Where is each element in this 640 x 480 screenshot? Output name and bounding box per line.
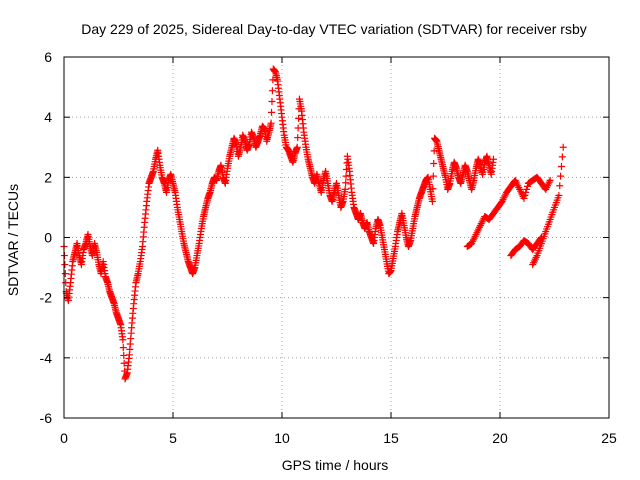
data-point-marker <box>269 76 277 84</box>
y-tick-label: -4 <box>40 350 53 366</box>
data-point-marker <box>267 119 275 127</box>
data-point-marker <box>342 172 350 180</box>
axis-ticks <box>63 56 610 419</box>
y-axis-label: SDTVAR / TECUs <box>5 184 21 296</box>
data-point-marker <box>430 159 438 167</box>
x-tick-label: 0 <box>60 430 68 446</box>
data-point-marker <box>522 188 530 196</box>
data-point-marker <box>555 191 563 199</box>
data-point-marker <box>557 172 565 180</box>
x-tick-label: 15 <box>383 430 399 446</box>
x-tick-label: 10 <box>274 430 290 446</box>
data-series-rsby <box>60 65 567 383</box>
data-point-marker <box>268 108 276 116</box>
x-axis-tick-labels: 0 5 10 15 20 25 <box>60 430 617 446</box>
data-point-marker <box>120 359 128 367</box>
data-point-marker <box>523 182 531 190</box>
data-point-marker <box>119 336 127 344</box>
data-point-marker <box>546 176 554 184</box>
x-tick-label: 25 <box>601 430 617 446</box>
data-point-marker <box>557 163 565 171</box>
data-point-marker <box>61 261 69 269</box>
data-point-marker <box>521 191 529 199</box>
data-point-marker <box>428 197 436 205</box>
x-tick-label: 20 <box>492 430 508 446</box>
data-point-marker <box>430 147 438 155</box>
y-tick-label: -2 <box>40 290 53 306</box>
y-tick-label: -6 <box>40 410 53 426</box>
data-point-marker <box>429 185 437 193</box>
grid-lines <box>64 57 609 418</box>
data-point-marker <box>342 179 350 187</box>
data-point-marker <box>120 351 128 359</box>
data-point-marker <box>294 134 302 142</box>
data-point-marker <box>293 143 301 151</box>
chart-title: Day 229 of 2025, Sidereal Day-to-day VTE… <box>81 21 587 37</box>
data-point-marker <box>341 185 349 193</box>
data-point-marker <box>295 114 303 122</box>
y-axis-tick-labels: -6 -4 -2 0 2 4 6 <box>40 49 53 426</box>
data-point-marker <box>556 182 564 190</box>
data-point-marker <box>523 185 531 193</box>
data-point-marker <box>558 153 566 161</box>
x-tick-label: 5 <box>169 430 177 446</box>
data-point-marker <box>429 172 437 180</box>
y-tick-label: 4 <box>44 109 52 125</box>
data-point-marker <box>559 143 567 151</box>
y-tick-label: 0 <box>44 230 52 246</box>
y-tick-label: 6 <box>44 49 52 65</box>
data-point-marker <box>520 194 528 202</box>
y-tick-label: 2 <box>44 169 52 185</box>
x-axis-label: GPS time / hours <box>282 457 389 473</box>
data-point-marker <box>268 98 276 106</box>
data-point-marker <box>61 270 69 278</box>
data-point-marker <box>489 155 497 163</box>
data-point-marker <box>268 87 276 95</box>
data-point-marker <box>119 344 127 352</box>
